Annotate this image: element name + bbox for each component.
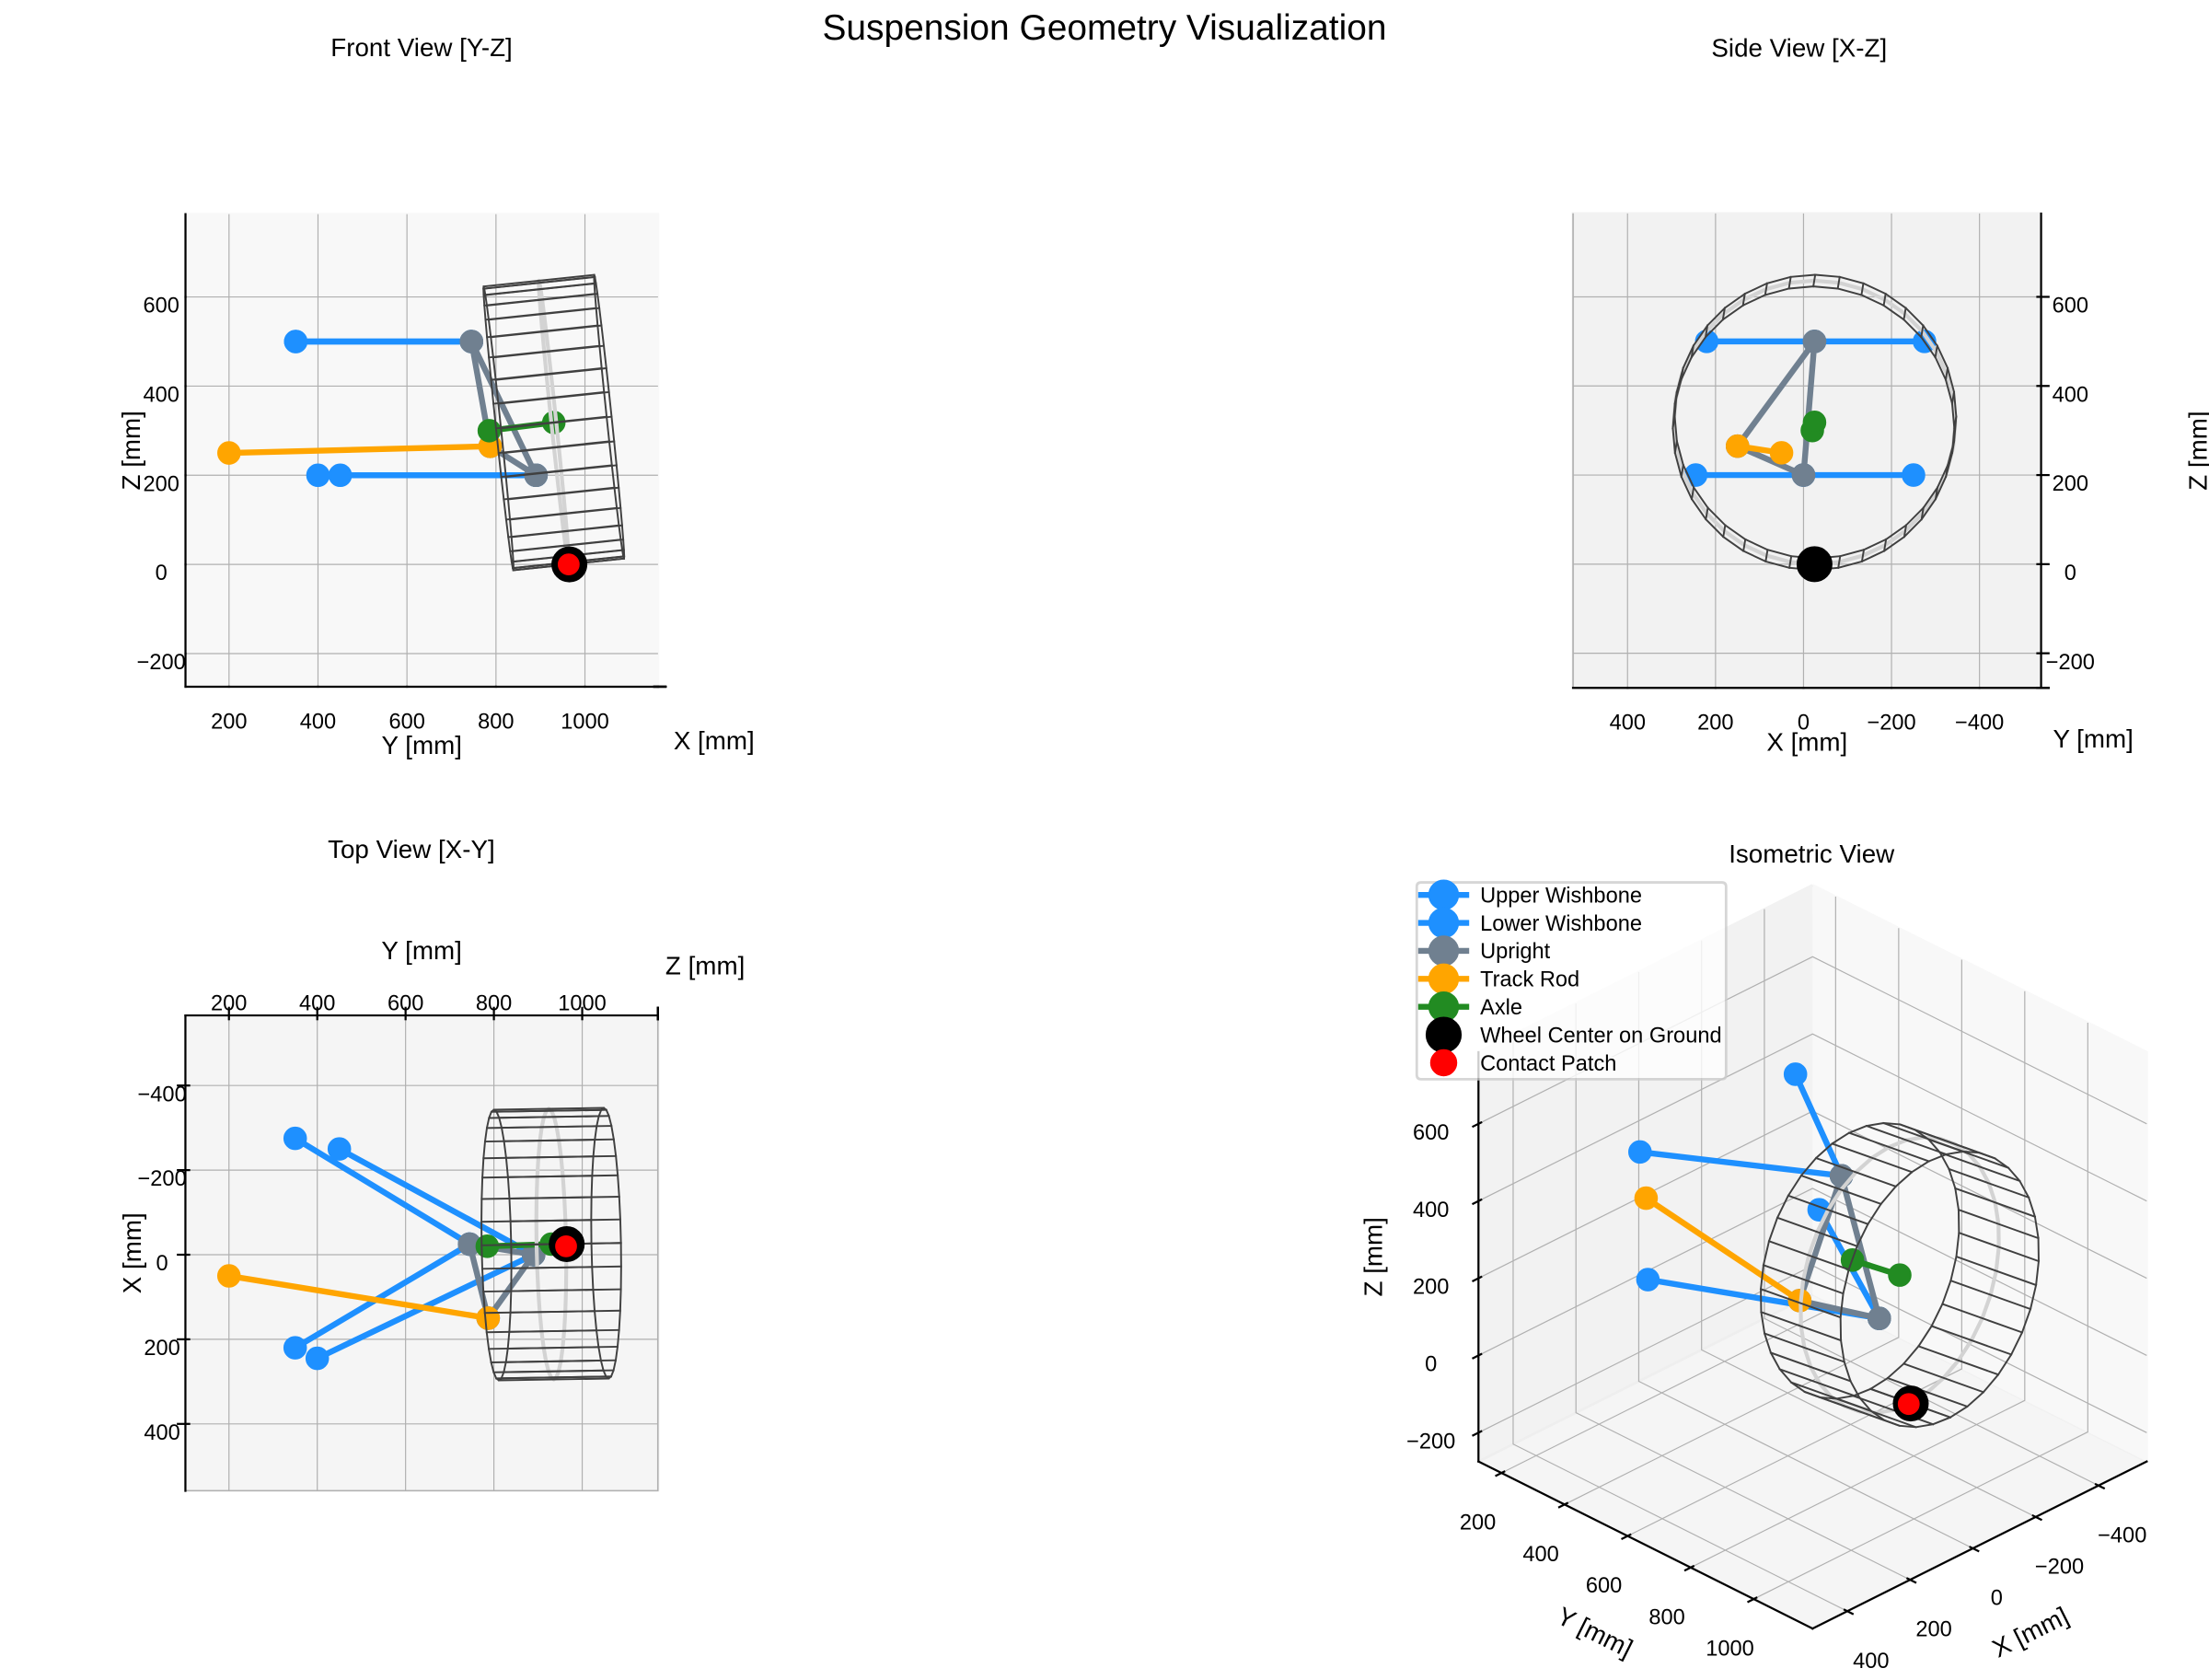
svg-text:200: 200: [211, 991, 247, 1015]
svg-text:Z [mm]: Z [mm]: [117, 411, 145, 490]
svg-text:200: 200: [211, 711, 247, 735]
svg-text:200: 200: [2053, 472, 2088, 496]
svg-text:600: 600: [388, 711, 424, 735]
svg-text:200: 200: [1915, 1618, 1951, 1642]
svg-text:400: 400: [1413, 1199, 1449, 1222]
svg-text:−400: −400: [1955, 711, 2004, 735]
svg-text:Contact Patch: Contact Patch: [1480, 1052, 1616, 1076]
svg-text:−200: −200: [2046, 651, 2095, 675]
svg-text:Lower Wishbone: Lower Wishbone: [1480, 912, 1642, 936]
svg-text:0: 0: [1425, 1353, 1437, 1377]
svg-text:0: 0: [156, 1252, 168, 1276]
svg-text:800: 800: [478, 711, 514, 735]
svg-text:600: 600: [143, 295, 179, 319]
svg-text:Axle: Axle: [1480, 996, 1522, 1020]
svg-text:0: 0: [156, 562, 168, 585]
svg-text:Side View [X-Z]: Side View [X-Z]: [1711, 34, 1887, 63]
svg-text:200: 200: [1413, 1276, 1449, 1300]
svg-text:0: 0: [1798, 711, 1810, 735]
svg-text:200: 200: [1460, 1512, 1496, 1535]
svg-text:400: 400: [143, 384, 179, 408]
svg-text:−400: −400: [2098, 1524, 2146, 1547]
svg-text:200: 200: [144, 1337, 179, 1361]
svg-text:1000: 1000: [561, 711, 609, 735]
svg-text:400: 400: [1853, 1650, 1889, 1674]
svg-text:Upright: Upright: [1480, 940, 1551, 964]
svg-text:0: 0: [1991, 1587, 2003, 1611]
svg-text:−400: −400: [138, 1083, 187, 1106]
svg-text:200: 200: [1697, 711, 1733, 735]
svg-text:−200: −200: [1406, 1430, 1455, 1454]
svg-text:1000: 1000: [558, 991, 607, 1015]
svg-text:400: 400: [1522, 1543, 1558, 1567]
svg-text:−200: −200: [138, 1167, 187, 1191]
svg-text:400: 400: [1610, 711, 1646, 735]
svg-text:−200: −200: [137, 651, 186, 675]
svg-text:Z [mm]: Z [mm]: [665, 952, 745, 980]
svg-text:Top View [X-Y]: Top View [X-Y]: [328, 835, 495, 863]
svg-text:Front View [Y-Z]: Front View [Y-Z]: [330, 33, 513, 62]
svg-text:400: 400: [2053, 383, 2088, 407]
svg-text:Suspension Geometry Visualizat: Suspension Geometry Visualization: [823, 8, 1387, 48]
svg-text:800: 800: [476, 991, 512, 1015]
svg-text:Y [mm]: Y [mm]: [382, 731, 462, 759]
svg-text:Y [mm]: Y [mm]: [381, 936, 461, 965]
svg-text:400: 400: [299, 991, 335, 1015]
svg-text:Wheel Center on Ground: Wheel Center on Ground: [1480, 1024, 1721, 1048]
svg-text:X [mm]: X [mm]: [674, 726, 755, 755]
svg-text:−200: −200: [2035, 1555, 2084, 1579]
svg-text:Y [mm]: Y [mm]: [2053, 724, 2133, 753]
svg-text:400: 400: [144, 1421, 179, 1445]
svg-text:Upper Wishbone: Upper Wishbone: [1480, 884, 1642, 908]
svg-text:Isometric View: Isometric View: [1729, 840, 1895, 868]
svg-text:600: 600: [387, 991, 423, 1015]
svg-text:X [mm]: X [mm]: [118, 1212, 146, 1293]
svg-text:200: 200: [143, 472, 179, 496]
svg-text:Z [mm]: Z [mm]: [1359, 1217, 1387, 1296]
svg-text:600: 600: [1413, 1121, 1449, 1145]
svg-text:600: 600: [2053, 295, 2088, 319]
svg-text:600: 600: [1586, 1574, 1622, 1598]
svg-text:400: 400: [300, 711, 336, 735]
svg-text:−200: −200: [1867, 711, 1915, 735]
svg-text:X [mm]: X [mm]: [1766, 728, 1847, 757]
svg-text:1000: 1000: [1706, 1638, 1754, 1662]
svg-text:Z [mm]: Z [mm]: [2184, 411, 2209, 490]
svg-text:0: 0: [2064, 562, 2076, 585]
svg-text:800: 800: [1648, 1605, 1684, 1629]
svg-text:Track Rod: Track Rod: [1480, 968, 1579, 992]
